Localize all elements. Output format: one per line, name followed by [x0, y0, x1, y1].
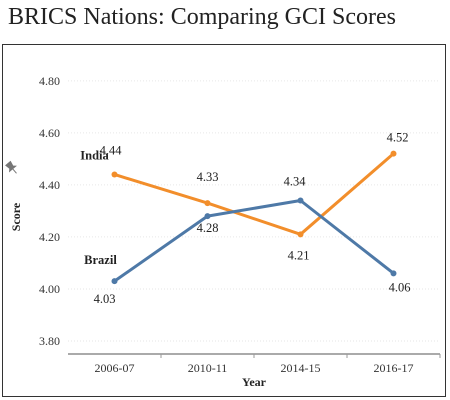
data-point-brazil: [297, 197, 304, 204]
y-tick-label: 4.00: [39, 282, 60, 296]
data-label-brazil: 4.34: [284, 174, 307, 188]
data-point-brazil: [204, 213, 211, 220]
data-point-india: [111, 171, 118, 178]
data-point-india: [390, 150, 397, 157]
data-label-india: 4.21: [288, 248, 310, 262]
pin-icon: [5, 160, 17, 174]
data-label-india: 4.33: [197, 170, 219, 184]
data-label-brazil: 4.28: [197, 221, 219, 235]
data-label-india: 4.52: [387, 131, 409, 145]
y-tick-label: 3.80: [39, 334, 60, 348]
x-tick-label: 2014-15: [281, 361, 321, 375]
series-line-brazil: [113, 198, 395, 283]
series-label-india: India: [80, 148, 109, 162]
y-tick-label: 4.60: [39, 126, 60, 140]
series-label-brazil: Brazil: [84, 253, 117, 267]
chart-frame: [2, 44, 446, 397]
y-tick-label: 4.80: [39, 74, 60, 88]
data-point-brazil: [111, 278, 118, 285]
data-point-india: [204, 200, 211, 207]
data-label-brazil: 4.03: [94, 292, 116, 306]
x-tick-label: 2016-17: [374, 361, 414, 375]
y-tick-label: 4.40: [39, 178, 60, 192]
data-label-brazil: 4.06: [389, 280, 411, 294]
series-line-india: [114, 152, 395, 236]
data-point-brazil: [390, 270, 397, 277]
y-tick-label: 4.20: [39, 230, 60, 244]
x-tick-label: 2006-07: [95, 361, 135, 375]
data-label-india: 4.44: [100, 143, 123, 157]
chart-title: BRICS Nations: Comparing GCI Scores: [8, 4, 396, 30]
data-point-india: [297, 231, 304, 238]
x-axis-title: Year: [242, 375, 267, 389]
x-tick-label: 2010-11: [188, 361, 228, 375]
y-axis-title: Score: [9, 202, 23, 231]
